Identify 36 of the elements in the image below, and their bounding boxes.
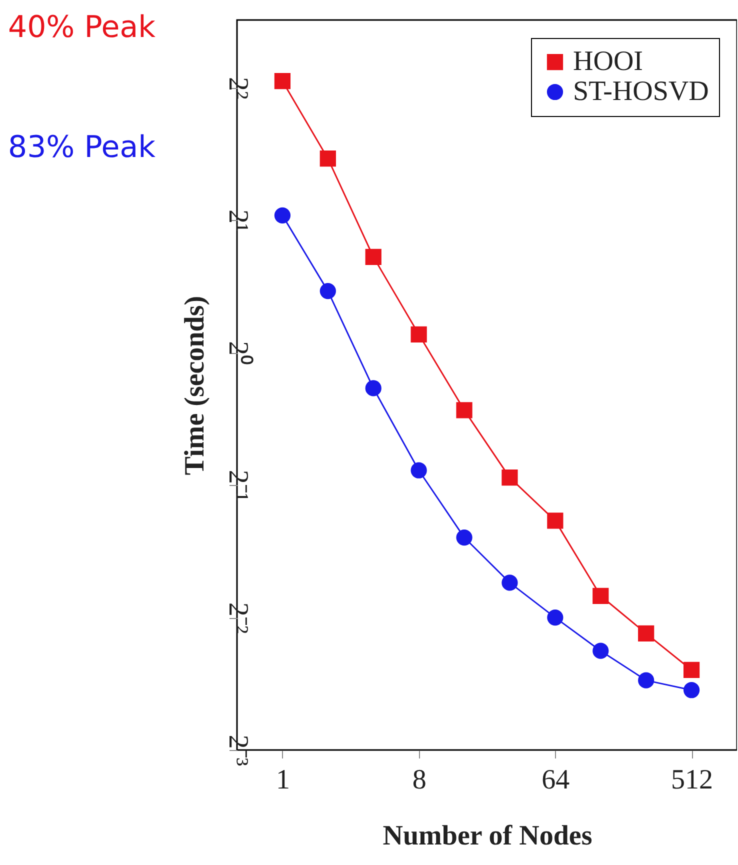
point bbox=[410, 462, 427, 478]
point bbox=[592, 588, 609, 604]
point bbox=[638, 672, 654, 688]
point bbox=[365, 248, 382, 265]
point bbox=[592, 642, 609, 659]
point bbox=[502, 574, 518, 591]
point bbox=[410, 326, 427, 342]
point bbox=[320, 150, 336, 167]
point bbox=[638, 625, 654, 642]
x-tick-label: 1 bbox=[276, 764, 290, 796]
y-tick-label: 2² bbox=[222, 76, 254, 100]
x-axis-title: Number of Nodes bbox=[382, 820, 592, 852]
legend-label: HOOI bbox=[573, 46, 643, 77]
y-tick-label: 2⁻³ bbox=[222, 734, 254, 766]
text: 40% Peak bbox=[8, 10, 156, 45]
point bbox=[547, 609, 564, 626]
point bbox=[320, 283, 336, 300]
x-tick-label: 64 bbox=[542, 764, 570, 796]
y-tick-label: 2⁻¹ bbox=[222, 470, 254, 502]
x-tick-label: 8 bbox=[412, 764, 426, 796]
point bbox=[683, 682, 700, 698]
point bbox=[274, 207, 291, 224]
y-tick-label: 2¹ bbox=[222, 209, 254, 232]
x-tick-label: 512 bbox=[671, 764, 714, 796]
point bbox=[547, 512, 564, 529]
point bbox=[456, 529, 472, 546]
y-tick-label: 2⁻² bbox=[222, 602, 254, 634]
text: 83% Peak bbox=[8, 130, 156, 165]
y-axis-title: Time (seconds) bbox=[180, 296, 210, 476]
legend-label: ST-HOSVD bbox=[573, 76, 709, 107]
point bbox=[456, 402, 472, 418]
y-tick-label: 2⁰ bbox=[222, 341, 254, 366]
point bbox=[365, 380, 382, 396]
point bbox=[274, 73, 291, 90]
point bbox=[683, 662, 700, 678]
point bbox=[502, 470, 518, 486]
